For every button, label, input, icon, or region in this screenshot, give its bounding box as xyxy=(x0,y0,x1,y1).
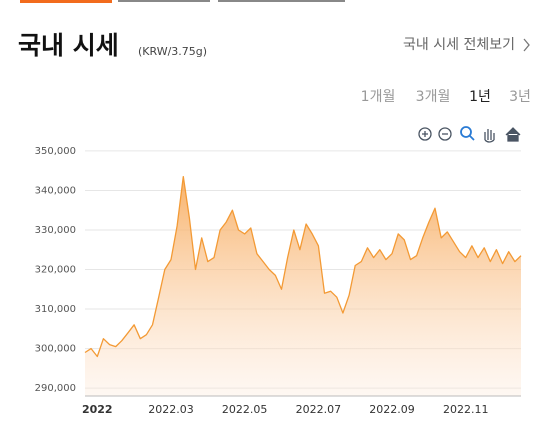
price-line xyxy=(84,175,522,358)
y-tick-label: 340,000 xyxy=(35,185,76,196)
link-arrow[interactable] xyxy=(523,38,530,52)
y-tick-label: 300,000 xyxy=(35,344,76,355)
y-tick-label: 350,000 xyxy=(35,146,76,157)
pan-icon[interactable] xyxy=(484,129,495,143)
plot: 290,000 300,000 310,000 320,000 330,000 340,0… xyxy=(35,146,522,416)
period-tab[interactable]: 1년 xyxy=(469,89,491,105)
title: 국내 시세 xyxy=(18,31,119,60)
y-tick-label: 310,000 xyxy=(35,304,76,315)
reset-icon[interactable] xyxy=(505,127,521,142)
active-tab-bar xyxy=(20,0,112,3)
tab-bar xyxy=(218,0,345,2)
period-tab[interactable]: 1개월 xyxy=(361,89,396,105)
period-tab[interactable]: 3개월 xyxy=(416,89,451,105)
x-tick-label: 2022 xyxy=(82,403,113,416)
zoom-icon[interactable] xyxy=(460,126,475,141)
zoom-out-icon[interactable] xyxy=(438,127,452,141)
y-tick-label: 320,000 xyxy=(35,265,76,276)
period-tab[interactable]: 3년 xyxy=(509,89,531,105)
zoom-in-icon[interactable] xyxy=(418,127,432,141)
area-fill xyxy=(85,176,521,396)
x-tick-label: 2022.11 xyxy=(443,403,489,416)
x-tick-label: 2022.07 xyxy=(296,403,342,416)
tab-bar xyxy=(118,0,210,2)
more-link[interactable]: 국내 시세 전체보기 xyxy=(403,37,515,53)
period-tabs: 1개월 3개월 1년 3년 xyxy=(361,89,531,105)
y-tick-label: 290,000 xyxy=(35,383,76,394)
x-tick-label: 2022.03 xyxy=(148,403,194,416)
x-tick-label: 2022.09 xyxy=(369,403,415,416)
x-tick-label: 2022.05 xyxy=(222,403,268,416)
y-tick-label: 330,000 xyxy=(35,225,76,236)
unit: (KRW/3.75g) xyxy=(138,45,207,58)
chart-tools xyxy=(418,126,521,143)
